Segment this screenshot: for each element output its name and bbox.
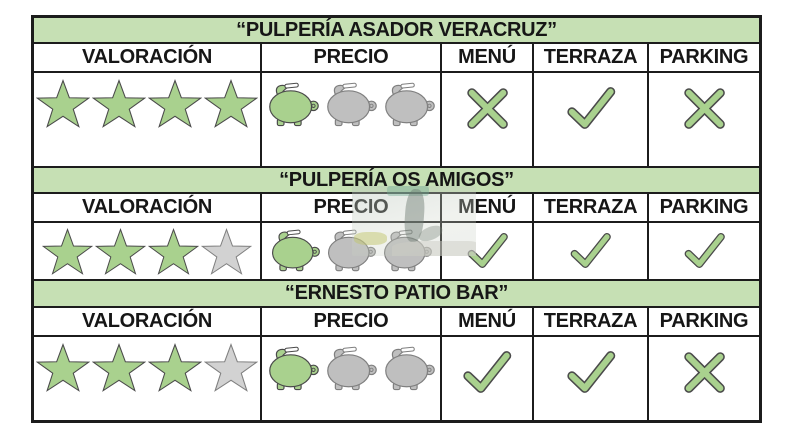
column-header-valoracion: VALORACIÓN — [34, 308, 262, 335]
column-header-parking: PARKING — [659, 310, 749, 332]
piggy-bank-icon — [323, 80, 380, 127]
column-header-terraza: TERRAZA — [534, 194, 649, 221]
column-header-menu: MENÚ — [442, 194, 534, 221]
star-icon — [36, 341, 90, 392]
column-header-parking: PARKING — [659, 196, 749, 218]
rating-cell — [34, 73, 262, 166]
piggy-bank-icon — [381, 80, 438, 127]
star-icon — [42, 226, 93, 275]
piggy-bank-icon — [265, 80, 322, 127]
piggy-bank-icon — [324, 227, 379, 272]
cross-icon — [676, 80, 732, 136]
column-header-valoracion: VALORACIÓN — [34, 194, 262, 221]
star-icon — [148, 226, 199, 275]
column-header-terraza: TERRAZA — [534, 44, 649, 71]
parking-flag-cell — [649, 223, 759, 279]
cross-icon — [676, 344, 732, 400]
rating-cell — [34, 337, 262, 420]
restaurant-title: “PULPERÍA OS AMIGOS” — [34, 168, 759, 194]
terraza-flag-cell — [534, 337, 649, 420]
parking-flag-cell — [649, 73, 759, 166]
star-icon — [204, 341, 258, 392]
check-icon — [681, 227, 728, 274]
check-icon — [459, 344, 515, 400]
menu-flag-cell — [442, 73, 534, 166]
icon-row — [34, 223, 759, 279]
menu-flag-cell — [442, 223, 534, 279]
column-header-valoracion: VALORACIÓN — [34, 44, 262, 71]
star-icon — [95, 226, 146, 275]
column-header-menu: MENÚ — [442, 44, 534, 71]
star-icon — [92, 341, 146, 392]
comparison-table: “PULPERÍA ASADOR VERACRUZ” VALORACIÓN PR… — [31, 15, 762, 423]
star-icon — [36, 77, 90, 128]
restaurant-title: “ERNESTO PATIO BAR” — [34, 281, 759, 308]
menu-flag-cell — [442, 337, 534, 420]
cross-icon — [459, 80, 515, 136]
piggy-bank-icon — [380, 227, 435, 272]
check-icon — [563, 344, 619, 400]
icon-row — [34, 337, 759, 420]
column-header-precio: PRECIO — [262, 44, 442, 71]
column-header-parking: PARKING — [659, 46, 749, 68]
restaurant-title: “PULPERÍA ASADOR VERACRUZ” — [34, 18, 759, 44]
icon-row — [34, 73, 759, 166]
parking-flag-cell — [649, 337, 759, 420]
piggy-bank-icon — [265, 344, 322, 391]
terraza-flag-cell — [534, 73, 649, 166]
star-icon — [148, 341, 202, 392]
restaurant-section: “ERNESTO PATIO BAR” VALORACIÓN PRECIO ME… — [34, 281, 759, 420]
restaurant-section: “PULPERÍA ASADOR VERACRUZ” VALORACIÓN PR… — [34, 18, 759, 168]
check-icon — [567, 227, 614, 274]
star-icon — [204, 77, 258, 128]
check-icon — [464, 227, 511, 274]
price-cell — [262, 223, 442, 279]
price-cell — [262, 337, 442, 420]
header-row: VALORACIÓN PRECIO MENÚ TERRAZA PARKING — [34, 194, 759, 223]
price-cell — [262, 73, 442, 166]
piggy-bank-icon — [381, 344, 438, 391]
header-row: VALORACIÓN PRECIO MENÚ TERRAZA PARKING — [34, 44, 759, 73]
column-header-precio: PRECIO — [262, 194, 442, 221]
header-row: VALORACIÓN PRECIO MENÚ TERRAZA PARKING — [34, 308, 759, 337]
column-header-precio: PRECIO — [262, 308, 442, 335]
check-icon — [563, 80, 619, 136]
column-header-terraza: TERRAZA — [534, 308, 649, 335]
piggy-bank-icon — [323, 344, 380, 391]
piggy-bank-icon — [268, 227, 323, 272]
rating-cell — [34, 223, 262, 279]
star-icon — [148, 77, 202, 128]
star-icon — [201, 226, 252, 275]
terraza-flag-cell — [534, 223, 649, 279]
column-header-menu: MENÚ — [442, 308, 534, 335]
star-icon — [92, 77, 146, 128]
restaurant-section: “PULPERÍA OS AMIGOS” VALORACIÓN PRECIO M… — [34, 168, 759, 281]
